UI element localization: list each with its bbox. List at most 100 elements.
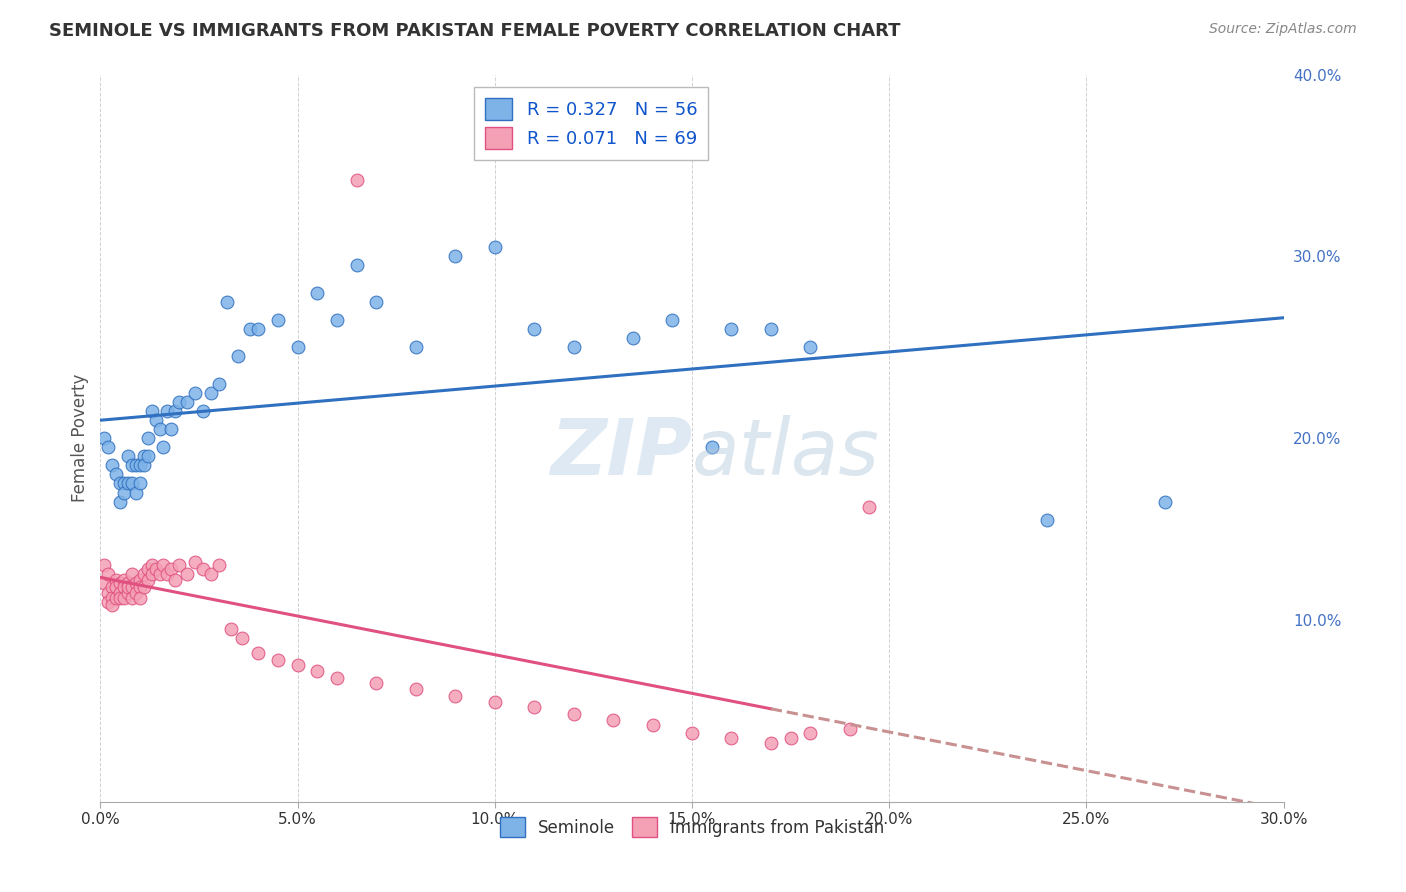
Point xyxy=(97,567,120,582)
Point xyxy=(208,376,231,391)
Point xyxy=(405,340,427,354)
Point xyxy=(661,313,683,327)
Point xyxy=(191,562,214,576)
Point xyxy=(117,576,139,591)
Point xyxy=(1036,513,1059,527)
Point xyxy=(307,664,329,678)
Point xyxy=(121,591,143,605)
Text: ZIP: ZIP xyxy=(550,415,692,491)
Point xyxy=(112,573,135,587)
Point xyxy=(93,431,115,445)
Point xyxy=(105,591,128,605)
Point xyxy=(184,555,207,569)
Point xyxy=(125,458,148,473)
Point xyxy=(132,580,155,594)
Point xyxy=(523,700,546,714)
Point xyxy=(287,340,309,354)
Point xyxy=(132,449,155,463)
Point xyxy=(121,567,143,582)
Point xyxy=(562,340,585,354)
Point xyxy=(117,449,139,463)
Point xyxy=(105,573,128,587)
Point xyxy=(121,458,143,473)
Legend: Seminole, Immigrants from Pakistan: Seminole, Immigrants from Pakistan xyxy=(494,811,891,844)
Text: Source: ZipAtlas.com: Source: ZipAtlas.com xyxy=(1209,22,1357,37)
Point xyxy=(759,322,782,336)
Point xyxy=(700,440,723,454)
Point xyxy=(105,580,128,594)
Point xyxy=(132,567,155,582)
Point xyxy=(184,385,207,400)
Point xyxy=(444,249,467,263)
Point xyxy=(108,585,131,599)
Point xyxy=(93,558,115,573)
Y-axis label: Female Poverty: Female Poverty xyxy=(72,374,89,502)
Point xyxy=(239,322,262,336)
Point xyxy=(167,558,190,573)
Text: SEMINOLE VS IMMIGRANTS FROM PAKISTAN FEMALE POVERTY CORRELATION CHART: SEMINOLE VS IMMIGRANTS FROM PAKISTAN FEM… xyxy=(49,22,901,40)
Point xyxy=(1154,494,1177,508)
Point xyxy=(200,567,222,582)
Point xyxy=(228,349,250,363)
Point xyxy=(112,476,135,491)
Point xyxy=(152,440,174,454)
Point xyxy=(128,476,150,491)
Point xyxy=(307,285,329,300)
Point xyxy=(125,576,148,591)
Point xyxy=(287,658,309,673)
Point xyxy=(165,404,187,418)
Point xyxy=(128,591,150,605)
Point xyxy=(132,458,155,473)
Point xyxy=(108,476,131,491)
Point xyxy=(562,707,585,722)
Point xyxy=(326,313,349,327)
Point xyxy=(128,573,150,587)
Point xyxy=(484,240,506,254)
Point xyxy=(267,313,290,327)
Point xyxy=(105,467,128,482)
Point xyxy=(121,580,143,594)
Point xyxy=(165,573,187,587)
Point xyxy=(200,385,222,400)
Point xyxy=(97,585,120,599)
Point xyxy=(117,580,139,594)
Point xyxy=(125,485,148,500)
Point xyxy=(176,394,198,409)
Point xyxy=(108,591,131,605)
Point xyxy=(208,558,231,573)
Point xyxy=(136,449,159,463)
Point xyxy=(121,476,143,491)
Point xyxy=(128,458,150,473)
Point xyxy=(759,736,782,750)
Point xyxy=(112,591,135,605)
Point xyxy=(128,580,150,594)
Point xyxy=(799,725,821,739)
Point xyxy=(838,722,860,736)
Point xyxy=(366,294,388,309)
Point xyxy=(219,622,242,636)
Point xyxy=(148,567,170,582)
Point xyxy=(720,322,742,336)
Point xyxy=(108,494,131,508)
Point xyxy=(779,731,801,745)
Point xyxy=(799,340,821,354)
Point xyxy=(444,689,467,703)
Text: atlas: atlas xyxy=(692,415,880,491)
Point xyxy=(191,404,214,418)
Point xyxy=(156,567,179,582)
Point xyxy=(366,676,388,690)
Point xyxy=(101,458,124,473)
Point xyxy=(145,562,167,576)
Point xyxy=(167,394,190,409)
Point xyxy=(247,646,270,660)
Point xyxy=(176,567,198,582)
Point xyxy=(247,322,270,336)
Point xyxy=(93,576,115,591)
Point xyxy=(112,580,135,594)
Point xyxy=(101,599,124,613)
Point xyxy=(112,485,135,500)
Point xyxy=(346,173,368,187)
Point xyxy=(602,713,624,727)
Point xyxy=(720,731,742,745)
Point xyxy=(156,404,179,418)
